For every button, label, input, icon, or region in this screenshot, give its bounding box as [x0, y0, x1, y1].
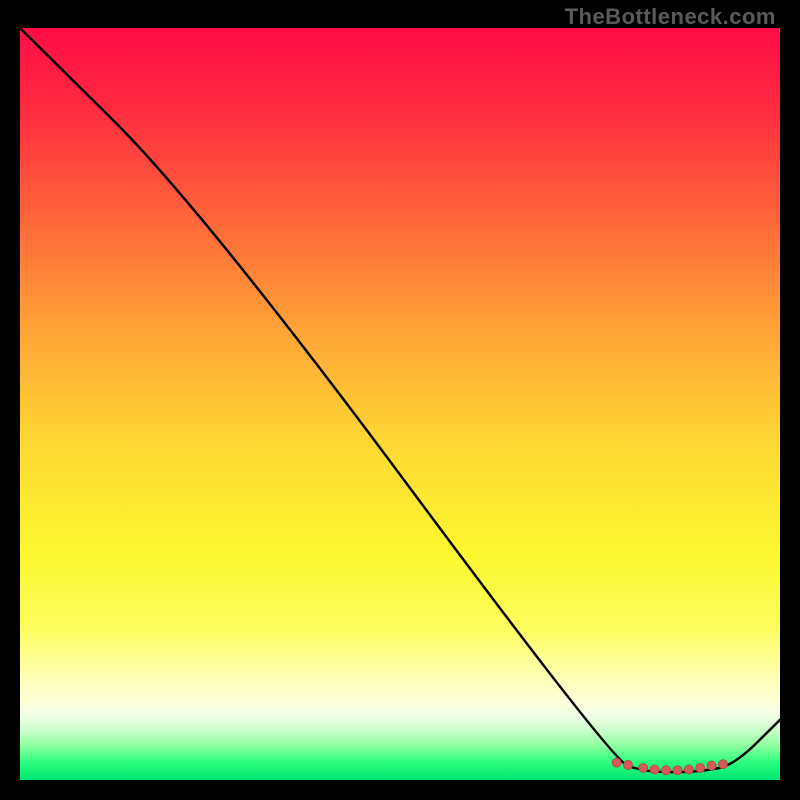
bottleneck-curve — [20, 28, 780, 780]
curve-marker — [673, 766, 682, 775]
curve-marker — [662, 766, 671, 775]
curve-marker — [624, 760, 633, 769]
curve-marker — [612, 758, 621, 767]
curve-marker — [684, 765, 693, 774]
watermark-text: TheBottleneck.com — [565, 4, 776, 30]
curve-marker — [707, 761, 716, 770]
curve-marker — [719, 760, 728, 769]
curve-marker — [639, 763, 648, 772]
curve-marker — [696, 763, 705, 772]
plot-area — [20, 28, 780, 780]
curve-marker — [650, 765, 659, 774]
